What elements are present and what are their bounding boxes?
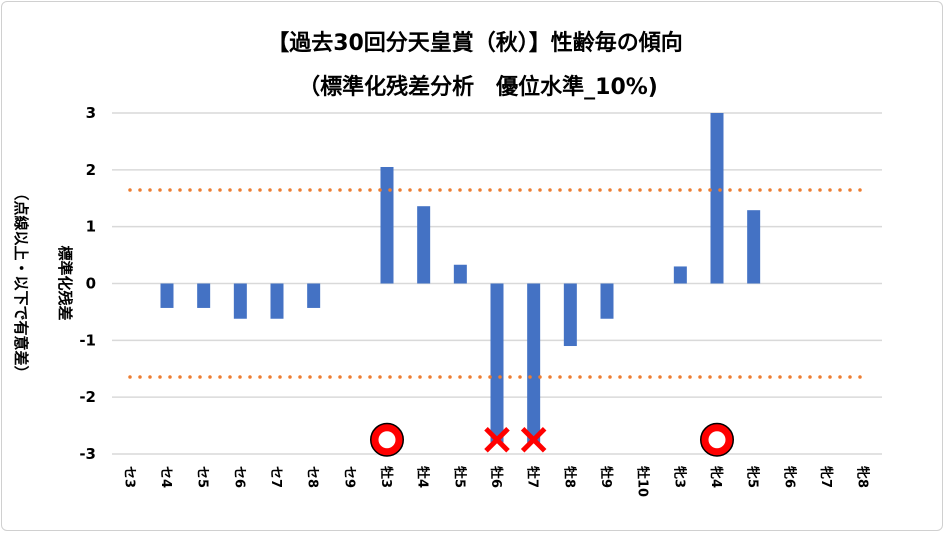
y-tick-label: -1 xyxy=(79,331,96,349)
x-tick-label: 牡10 xyxy=(635,466,651,497)
bar-牡9 xyxy=(600,283,614,319)
x-tick-label: セ4 xyxy=(158,466,173,488)
x-tick-label: 牡5 xyxy=(451,466,467,488)
x-tick-label: 牝5 xyxy=(745,466,761,488)
x-tick-label: 牡4 xyxy=(415,466,431,488)
chart-title: 【過去30回分天皇賞（秋）】性齢毎の傾向 xyxy=(267,30,683,56)
bar-牡5 xyxy=(453,264,467,284)
x-tick-label: 牝8 xyxy=(855,466,871,488)
bar-牝5 xyxy=(747,210,761,284)
bar-セ5 xyxy=(197,283,211,308)
x-tick-label: セ3 xyxy=(121,466,136,488)
x-tick-label: 牝4 xyxy=(708,466,724,488)
x-tick-label: 牡8 xyxy=(561,466,577,488)
cross-marker xyxy=(484,427,510,453)
bar-牡4 xyxy=(417,206,431,284)
x-tick-label: 牝6 xyxy=(781,466,797,488)
bar-セ6 xyxy=(233,283,247,319)
bar-牡7 xyxy=(527,283,541,443)
y-tick-label: -3 xyxy=(79,445,96,463)
x-tick-label: セ7 xyxy=(268,466,283,488)
circle-marker xyxy=(371,424,403,456)
x-tick-label: 牝3 xyxy=(671,466,687,488)
bar-牝3 xyxy=(673,266,687,284)
bar-セ8 xyxy=(307,283,321,308)
x-tick-label: セ5 xyxy=(195,466,210,488)
bar-牡8 xyxy=(563,283,577,347)
x-tick-label: 牝7 xyxy=(818,466,834,488)
y-tick-label: 1 xyxy=(86,218,96,236)
y-tick-label: 2 xyxy=(86,161,96,179)
bar-セ4 xyxy=(160,283,174,308)
x-tick-label: セ6 xyxy=(231,466,246,488)
chart-subtitle: （標準化残差分析 優位水準_10%) xyxy=(298,74,658,100)
cross-marker xyxy=(520,427,547,453)
x-tick-label: 牡7 xyxy=(525,466,541,488)
x-tick-label: セ8 xyxy=(305,466,320,488)
bar-セ7 xyxy=(270,283,284,319)
circle-marker xyxy=(701,424,733,456)
y-tick-label: 0 xyxy=(86,275,96,293)
y-axis-label: 標準化残差 xyxy=(56,245,74,320)
x-tick-label: 牡3 xyxy=(378,466,394,488)
x-tick-label: セ9 xyxy=(341,466,356,488)
x-tick-label: 牡9 xyxy=(598,466,614,488)
bar-牡3 xyxy=(380,166,394,284)
y-tick-label: 3 xyxy=(86,104,96,122)
x-tick-label: 牡6 xyxy=(488,466,504,488)
bar-牝4 xyxy=(710,113,724,284)
y-axis-label-note: （点線以上・以下で有意差） xyxy=(12,185,30,380)
y-tick-label: -2 xyxy=(79,388,96,406)
bar-牡6 xyxy=(490,283,504,443)
